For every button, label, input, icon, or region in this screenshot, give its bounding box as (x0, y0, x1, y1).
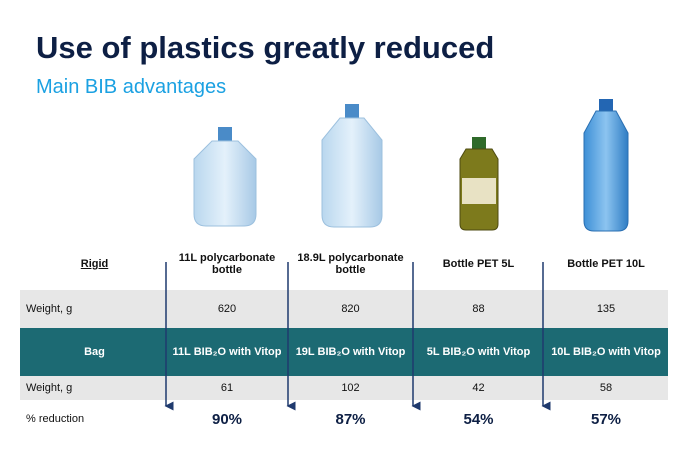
cell: 135 (596, 303, 616, 315)
bottle-pet-10l (583, 99, 629, 232)
table-row: % reduction 90% 87% 54% 57% (20, 400, 668, 438)
cell: 620 (217, 303, 237, 315)
cell: 54% (463, 410, 494, 428)
cell: 11L BIB₂O with Vitop (172, 346, 282, 358)
header-row: Rigid 11L polycarbonate bottle 18.9L polyc… (20, 238, 668, 290)
cell: 820 (341, 303, 360, 315)
row-label: Bag (84, 346, 105, 358)
subtitle: Main BIB advantages (36, 76, 227, 98)
cell: 90% (211, 410, 243, 428)
cell: 57% (590, 410, 622, 428)
column-header: Bottle PET 5L (442, 258, 515, 270)
cell: 61 (220, 382, 234, 394)
column-header: 18.9L polycarbonate bottle (297, 252, 404, 276)
bottle-19l (321, 104, 383, 228)
column-header: Rigid (80, 258, 109, 270)
cell: 102 (341, 382, 360, 394)
bottle-11l (193, 127, 257, 227)
column-header: 11L polycarbonate bottle (178, 252, 276, 276)
cell: 88 (472, 303, 485, 315)
title: Use of plastics greatly reduced (36, 30, 495, 65)
cell: 58 (599, 382, 613, 394)
comparison-table: Rigid 11L polycarbonate bottle 18.9L polyc… (20, 238, 668, 438)
cell: 5L BIB₂O with Vitop (426, 346, 531, 358)
table-row: Weight, g 620 820 88 135 (20, 290, 668, 328)
cell: 87% (335, 410, 366, 428)
bottle-images (193, 99, 629, 232)
row-label: Weight, g (26, 382, 73, 394)
column-header: Bottle PET 10L (567, 258, 645, 270)
bottle-pet-5l (459, 137, 499, 231)
table-row: Weight, g 61 102 42 58 (20, 376, 668, 400)
row-label: Weight, g (26, 303, 73, 315)
cell: 42 (472, 382, 485, 394)
table-row: Bag 11L BIB₂O with Vitop 19L BIB₂O with Vi… (20, 328, 668, 376)
cell: 10L BIB₂O with Vitop (551, 346, 661, 358)
cell: 19L BIB₂O with Vitop (295, 346, 406, 358)
row-label: % reduction (26, 413, 85, 425)
